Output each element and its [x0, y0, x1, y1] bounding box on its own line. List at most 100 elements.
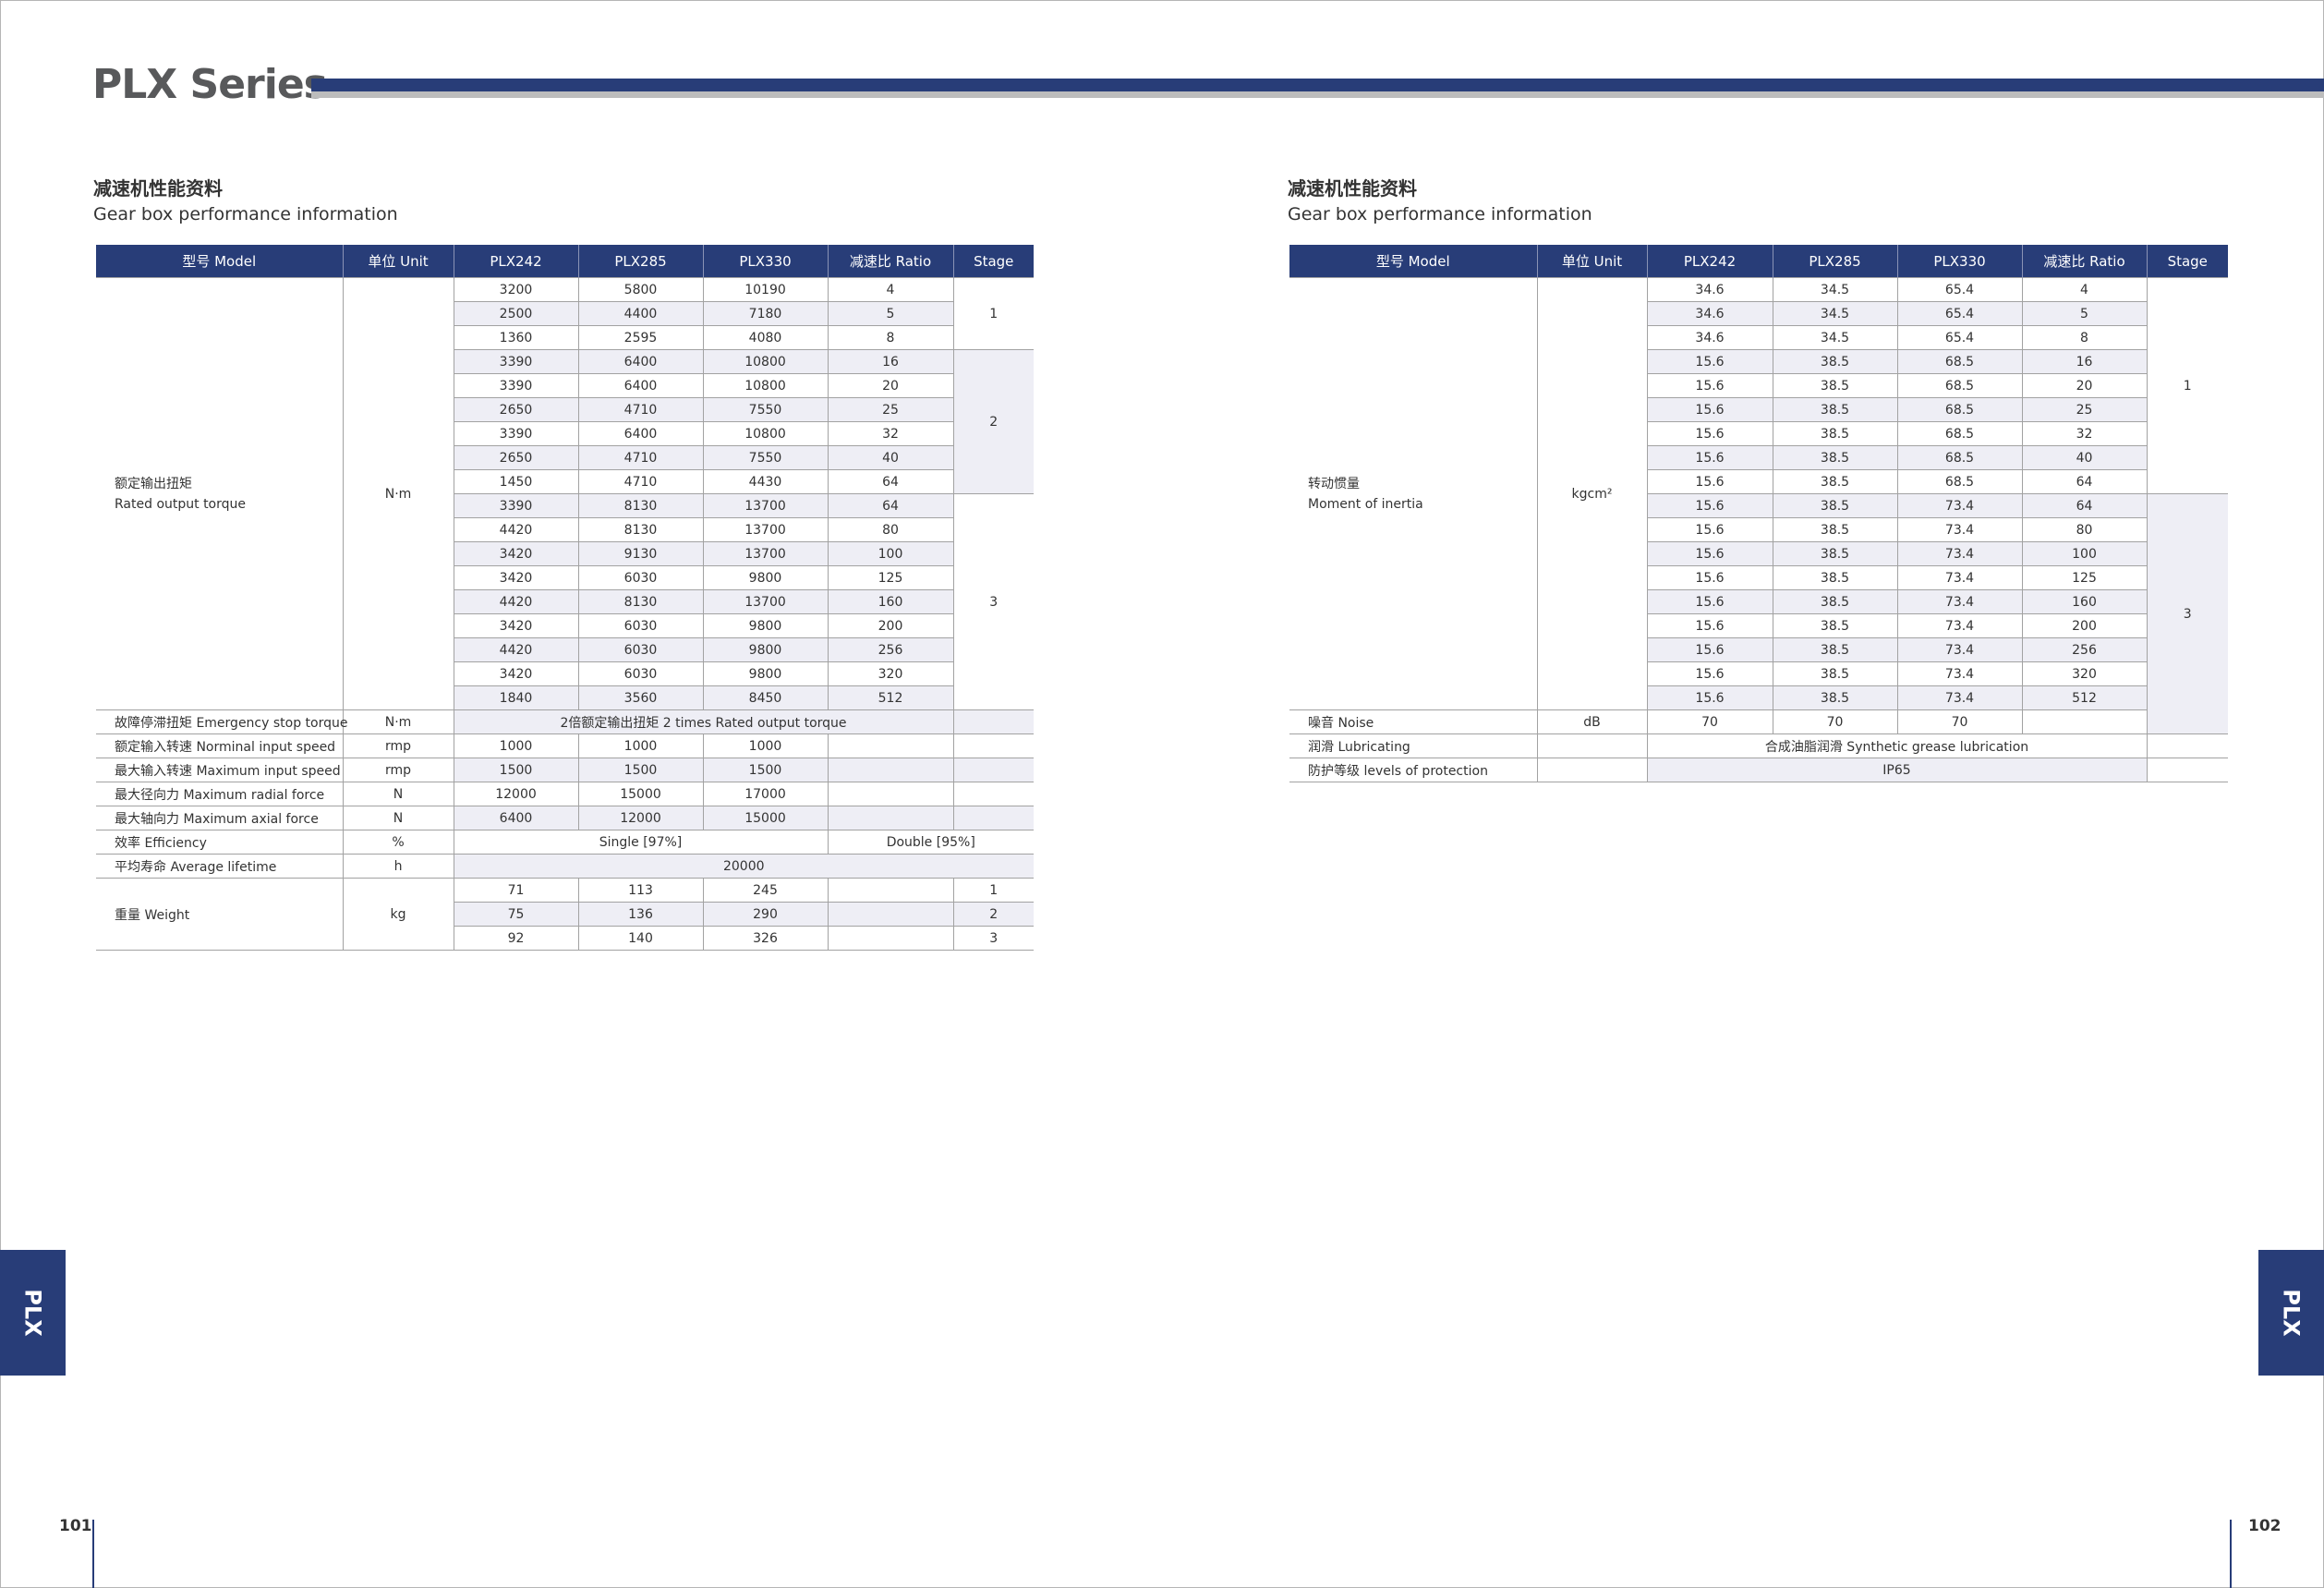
efficiency-single: Single [97%] [453, 830, 829, 855]
row-label: 最大轴向力 Maximum axial force [96, 806, 344, 830]
value-cell: 6400 [453, 806, 579, 830]
ratio-cell [827, 733, 954, 758]
value-cell: 38.5 [1772, 685, 1898, 710]
value-cell: 34.6 [1646, 277, 1773, 302]
value-cell: 15.6 [1646, 445, 1773, 470]
value-cell: 68.5 [1896, 373, 2023, 398]
stage-cell: 2 [952, 349, 1034, 494]
right-heading-en: Gear box performance information [1288, 204, 1592, 224]
row-label-en: Moment of inertia [1308, 496, 1423, 512]
weight-row: 75 136 290 2 [96, 902, 1034, 927]
unit-cell: N [342, 782, 454, 806]
value-cell: 1500 [577, 758, 704, 782]
value-cell: 15.6 [1646, 541, 1773, 566]
table-row: 15.6 38.5 73.4 125 [1289, 565, 2228, 590]
header-rule-blue [311, 79, 2324, 91]
emergency_stop-row: 故障停滞扭矩 Emergency stop torque N·m 2倍额定输出扭矩 … [96, 709, 1034, 734]
max_input_speed-row: 最大输入转速 Maximum input speed rmp 1500 1500 150… [96, 758, 1034, 782]
ratio-cell: 80 [2021, 517, 2148, 542]
value-cell: 73.4 [1896, 637, 2023, 662]
value-cell: 10800 [702, 373, 829, 398]
value-cell: 15000 [702, 806, 829, 830]
ratio-cell: 125 [2021, 565, 2148, 590]
stage-cell [952, 733, 1034, 758]
protection-row: 防护等级 levels of protection IP65 [1289, 758, 2228, 782]
value-cell: 15.6 [1646, 349, 1773, 374]
value-cell: 1450 [453, 469, 579, 494]
value-cell: 2650 [453, 445, 579, 470]
ratio-cell: 40 [827, 445, 954, 470]
value-cell: 6030 [577, 637, 704, 662]
value-cell: 3390 [453, 373, 579, 398]
left-performance-table: 型号 Model 单位 Unit PLX242 PLX285 PLX330 减速比 Rat… [96, 245, 1034, 951]
merged-value-cell: 2倍额定输出扭矩 2 times Rated output torque [453, 709, 954, 734]
ratio-cell: 200 [827, 613, 954, 638]
row-label: 最大径向力 Maximum radial force [96, 782, 344, 806]
unit-cell: % [342, 830, 454, 855]
unit-cell: kg [342, 878, 454, 951]
ratio-cell [827, 878, 954, 903]
value-cell: 34.6 [1646, 325, 1773, 350]
value-cell: 15.6 [1646, 421, 1773, 446]
value-cell: 70 [1646, 709, 1773, 734]
table-row: 3390 6400 10800 32 [96, 421, 1034, 446]
value-cell: 4080 [702, 325, 829, 350]
table-row: 15.6 38.5 73.4 100 [1289, 541, 2228, 566]
ratio-cell: 4 [2021, 277, 2148, 302]
table-row: 15.6 38.5 73.4 256 [1289, 637, 2228, 662]
ratio-cell [827, 926, 954, 951]
row-label: 防护等级 levels of protection [1289, 758, 1538, 782]
value-cell: 7550 [702, 397, 829, 422]
lubricating-row: 润滑 Lubricating 合成油脂润滑 Synthetic grease lu… [1289, 733, 2228, 758]
table-row: 4420 8130 13700 160 [96, 589, 1034, 614]
table-row: 15.6 38.5 68.5 16 [1289, 349, 2228, 374]
value-cell: 70 [1772, 709, 1898, 734]
column-header: Stage [952, 245, 1034, 278]
value-cell: 1360 [453, 325, 579, 350]
ratio-cell: 320 [2021, 661, 2148, 686]
value-cell: 4420 [453, 589, 579, 614]
unit-cell: h [342, 854, 454, 879]
value-cell: 75 [453, 902, 579, 927]
value-cell: 7180 [702, 301, 829, 326]
max_radial_force-row: 最大径向力 Maximum radial force N 12000 15000 170… [96, 782, 1034, 806]
stage-cell [2146, 733, 2228, 758]
left-section-heading: 减速机性能资料 Gear box performance information [93, 174, 398, 224]
left-side-tab-label: PLX [19, 1289, 46, 1337]
value-cell: 9800 [702, 613, 829, 638]
value-cell: 68.5 [1896, 349, 2023, 374]
value-cell: 15000 [577, 782, 704, 806]
value-cell: 10190 [702, 277, 829, 302]
stage-cell: 3 [952, 493, 1034, 710]
row-label-en: Rated output torque [115, 496, 247, 512]
torque-label: 额定输出扭矩 Rated output torque [96, 277, 344, 710]
column-header: Stage [2146, 245, 2228, 278]
ratio-cell: 64 [2021, 469, 2148, 494]
ratio-cell [827, 782, 954, 806]
table-row: 34.6 34.5 65.4 8 [1289, 325, 2228, 350]
ratio-cell: 80 [827, 517, 954, 542]
row-label: 重量 Weight [96, 878, 344, 951]
value-cell: 6030 [577, 565, 704, 590]
column-header: PLX242 [1646, 245, 1773, 278]
ratio-cell: 100 [2021, 541, 2148, 566]
value-cell: 4430 [702, 469, 829, 494]
ratio-cell: 32 [2021, 421, 2148, 446]
value-cell: 1500 [453, 758, 579, 782]
stage-cell: 1 [952, 277, 1034, 350]
left-heading-en: Gear box performance information [93, 204, 398, 224]
value-cell: 38.5 [1772, 589, 1898, 614]
value-cell: 73.4 [1896, 493, 2023, 518]
value-cell: 3420 [453, 613, 579, 638]
column-header: 型号 Model [96, 245, 343, 278]
value-cell: 73.4 [1896, 541, 2023, 566]
ratio-cell: 256 [827, 637, 954, 662]
unit-cell [1536, 758, 1648, 782]
nominal_input_speed-row: 额定输入转速 Norminal input speed rmp 1000 1000 10… [96, 733, 1034, 758]
right-heading-cn: 减速机性能资料 [1288, 177, 1417, 200]
unit-cell: rmp [342, 733, 454, 758]
value-cell: 15.6 [1646, 469, 1773, 494]
value-cell: 2650 [453, 397, 579, 422]
value-cell: 245 [702, 878, 829, 903]
value-cell: 38.5 [1772, 349, 1898, 374]
